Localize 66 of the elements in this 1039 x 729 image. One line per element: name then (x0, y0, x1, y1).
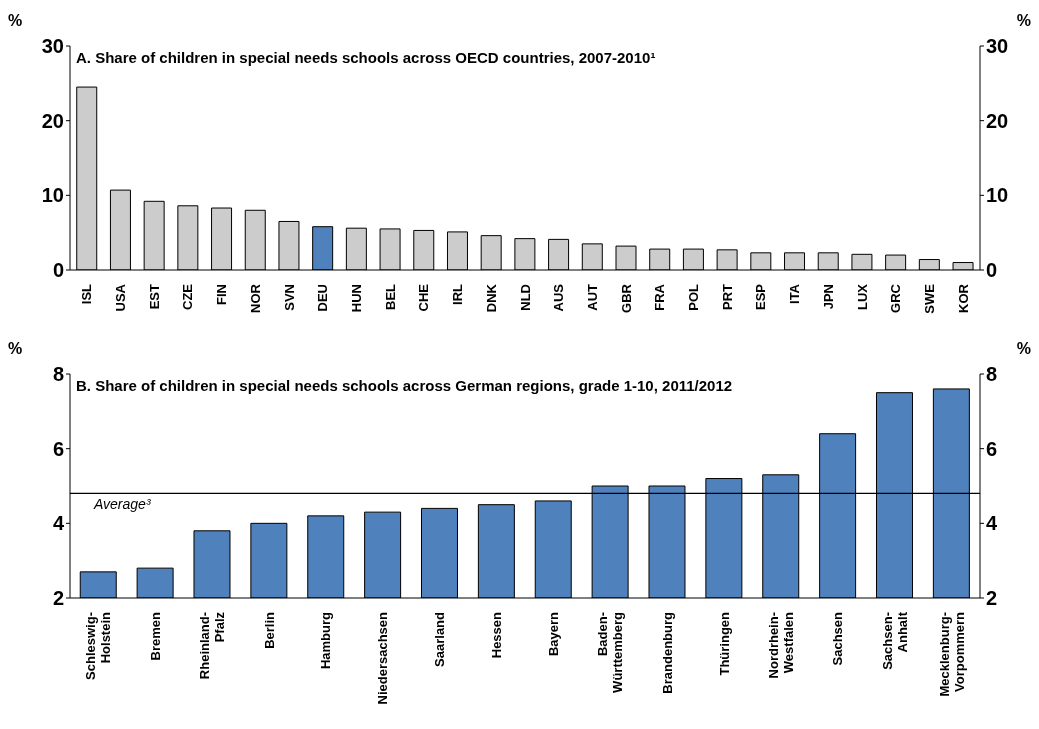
x-tick-label: ESP (753, 283, 769, 311)
x-tick-label: JPN (820, 284, 836, 310)
y-axis-title: % (8, 12, 23, 30)
x-tick-label: HUN (348, 284, 364, 313)
y-tick-label: 20 (41, 109, 64, 132)
chart-title: B. Share of children in special needs schools across German regions, grade 1-10, 2011/2012 (76, 377, 733, 394)
x-tick-label: Mecklenburg-Vorpommern (936, 611, 967, 697)
x-tick-label: IRL (450, 283, 466, 305)
x-tick-label: SVN (281, 284, 297, 311)
x-tick-label: ISL (79, 283, 95, 305)
y2-tick-label: 8 (986, 363, 998, 386)
y-tick-label: 6 (52, 437, 64, 460)
x-tick-label: Rheinland-Pfalz (197, 611, 228, 680)
y-tick-label: 4 (52, 512, 65, 535)
x-tick-label: FIN (214, 284, 230, 305)
x-tick-label: CHE (416, 283, 432, 312)
chart-title: A. Share of children in special needs schools across OECD countries, 2007-2010¹ (76, 49, 656, 66)
y2-tick-label: 20 (986, 109, 1009, 132)
x-tick-label: GBR (618, 283, 634, 313)
y2-tick-label: 4 (986, 512, 998, 535)
x-tick-label: BEL (382, 283, 398, 310)
y2-tick-label: 30 (986, 35, 1009, 58)
x-tick-label: AUT (584, 283, 600, 311)
x-tick-label: GRC (888, 283, 904, 313)
x-tick-label: Niedersachsen (375, 611, 391, 705)
x-tick-label: KOR (955, 283, 971, 313)
x-tick-label: NLD (517, 284, 533, 311)
y2-axis-title: % (1016, 340, 1031, 358)
x-tick-label: DEU (315, 284, 331, 312)
x-tick-label: Schleswig-Holstein (83, 611, 114, 680)
x-tick-label: DNK (483, 283, 499, 313)
y-tick-label: 30 (41, 35, 64, 58)
x-tick-label: USA (113, 283, 129, 312)
y-tick-label: 8 (52, 363, 64, 386)
x-tick-label: Thüringen (716, 611, 732, 676)
y2-tick-label: 2 (986, 587, 998, 610)
y2-axis-title: % (1016, 12, 1031, 30)
x-tick-label: Baden-Württemberg (595, 611, 626, 693)
x-tick-label: Sachsen-Anhalt (879, 611, 910, 670)
y2-tick-label: 10 (986, 184, 1009, 207)
x-tick-label: EST (146, 283, 162, 310)
x-tick-label: Bayern (545, 611, 561, 657)
x-tick-label: Hamburg (318, 611, 334, 670)
x-tick-label: Nordrhein-Westfalen (765, 611, 796, 679)
x-tick-label: Hessen (489, 611, 505, 659)
x-tick-label: Bremen (147, 611, 163, 661)
y-tick-label: 0 (52, 259, 64, 282)
y-tick-label: 2 (52, 587, 64, 610)
x-tick-label: FRA (652, 283, 668, 311)
x-tick-label: NOR (247, 283, 263, 313)
x-tick-label: Berlin (261, 611, 277, 649)
x-tick-label: AUS (551, 283, 567, 312)
y-tick-label: 10 (41, 184, 64, 207)
y-axis-title: % (8, 340, 23, 358)
x-tick-label: CZE (180, 283, 196, 310)
x-tick-label: POL (686, 283, 702, 311)
x-tick-label: Saarland (432, 611, 448, 667)
y2-tick-label: 6 (986, 437, 998, 460)
y2-tick-label: 0 (986, 259, 998, 282)
x-tick-label: Brandenburg (659, 611, 675, 694)
x-tick-label: PRT (719, 283, 735, 310)
x-tick-label: LUX (854, 283, 870, 310)
x-tick-label: Sachsen (830, 611, 846, 666)
x-tick-label: ITA (787, 283, 803, 304)
ref-line-label: Average³ (93, 496, 151, 513)
x-tick-label: SWE (921, 283, 937, 314)
